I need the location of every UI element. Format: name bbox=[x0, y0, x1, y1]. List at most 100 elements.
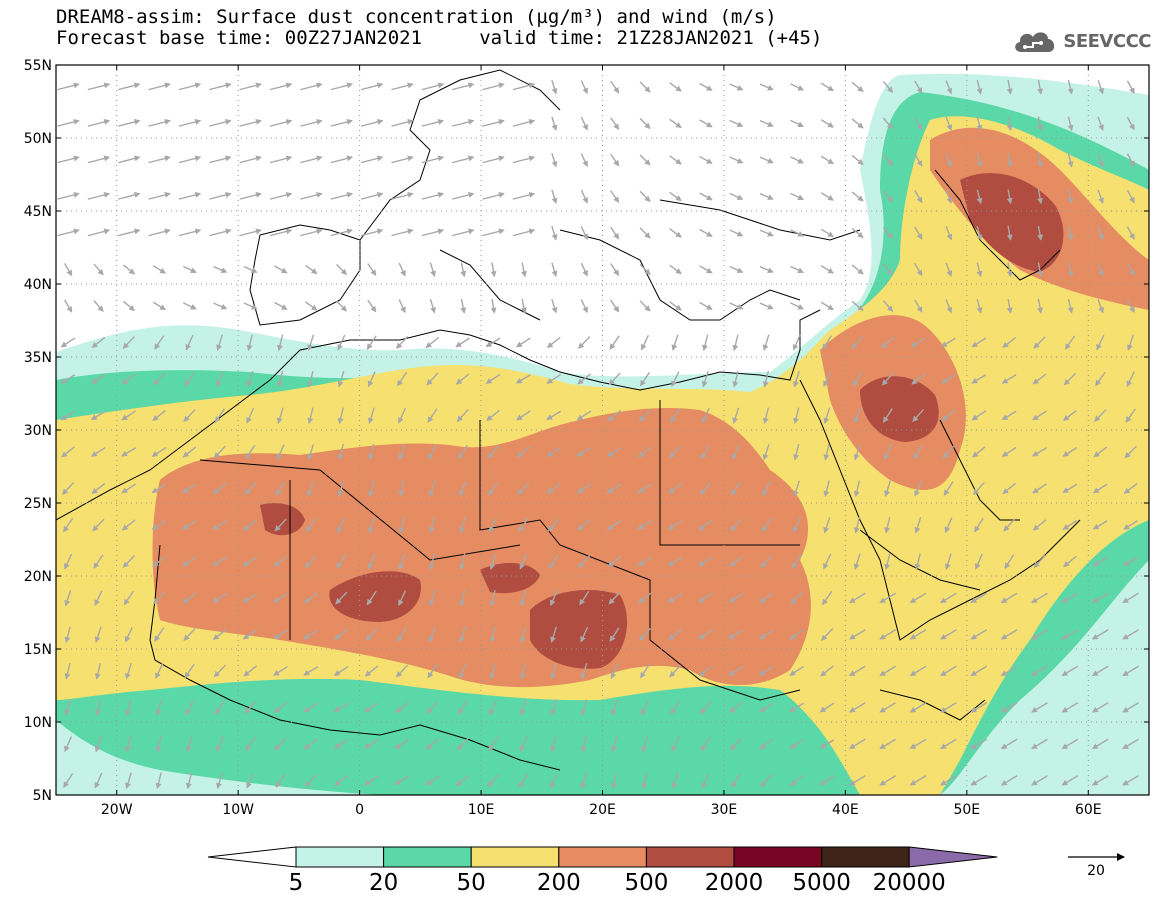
wind-arrow bbox=[427, 408, 438, 423]
wind-arrow bbox=[822, 590, 833, 606]
wind-arrow bbox=[121, 410, 136, 421]
wind-arrow bbox=[882, 154, 894, 166]
wind-arrow bbox=[151, 519, 167, 530]
wind-arrow bbox=[699, 119, 713, 128]
wind-arrow bbox=[879, 702, 896, 713]
wind-arrow bbox=[910, 337, 926, 348]
wind-arrow bbox=[424, 775, 440, 786]
wind-arrow bbox=[793, 371, 800, 388]
wind-arrow bbox=[546, 482, 561, 495]
wind-arrow bbox=[789, 774, 804, 787]
wind-arrow bbox=[848, 592, 866, 604]
wind-arrow bbox=[700, 736, 711, 752]
wind-arrow bbox=[273, 592, 288, 603]
wind-arrow bbox=[336, 554, 347, 569]
wind-arrow bbox=[914, 553, 921, 571]
wind-arrow bbox=[759, 266, 774, 273]
wind-arrow bbox=[698, 665, 713, 677]
wind-arrow bbox=[215, 736, 224, 753]
wind-arrow bbox=[790, 156, 805, 164]
wind-arrow bbox=[1097, 226, 1104, 241]
wind-arrow bbox=[759, 738, 774, 750]
wind-arrow bbox=[851, 81, 864, 93]
wind-arrow bbox=[729, 156, 744, 164]
wind-arrow bbox=[125, 772, 132, 790]
wind-arrow bbox=[485, 373, 501, 384]
wind-arrow bbox=[1091, 738, 1109, 750]
wind-arrow bbox=[121, 519, 136, 531]
wind-arrow bbox=[608, 372, 621, 386]
wind-arrow bbox=[911, 373, 925, 385]
wind-arrow bbox=[398, 553, 406, 570]
wind-arrow bbox=[1064, 335, 1076, 350]
wind-arrow bbox=[732, 407, 740, 424]
wind-arrow bbox=[760, 774, 773, 788]
wind-arrow bbox=[1001, 410, 1017, 421]
wind-arrow bbox=[239, 119, 262, 127]
wind-arrow bbox=[182, 556, 197, 567]
lon-tick-labels: 20W 10W 0 10E 20E 30E 40E 50E 60E bbox=[101, 65, 1102, 818]
wind-arrow bbox=[759, 229, 774, 237]
wind-arrow bbox=[212, 556, 228, 567]
wind-arrow bbox=[1061, 702, 1079, 713]
lon-tick-label: 10E bbox=[468, 802, 495, 818]
wind-arrow bbox=[488, 481, 499, 496]
wind-arrow bbox=[1097, 116, 1104, 131]
wind-arrow bbox=[426, 372, 439, 386]
wind-arrow bbox=[182, 446, 197, 458]
wind-arrow bbox=[879, 665, 896, 677]
wind-arrow bbox=[669, 118, 682, 129]
wind-arrow bbox=[1037, 262, 1044, 278]
wind-arrow bbox=[93, 300, 104, 312]
wind-arrow bbox=[820, 192, 835, 201]
wind-arrow bbox=[334, 628, 349, 641]
wind-arrow bbox=[976, 152, 983, 168]
wind-arrow bbox=[303, 738, 318, 750]
wind-arrow bbox=[368, 480, 375, 498]
wind-arrow bbox=[64, 263, 73, 277]
wind-arrow bbox=[550, 736, 557, 753]
wind-arrow bbox=[1006, 152, 1013, 168]
wind-arrow bbox=[303, 629, 319, 640]
wind-arrow bbox=[395, 701, 409, 714]
wind-arrow bbox=[1097, 80, 1104, 95]
wind-arrow bbox=[820, 628, 834, 641]
wind-arrow bbox=[1091, 592, 1109, 604]
wind-arrow bbox=[425, 738, 440, 750]
wind-arrow bbox=[185, 334, 194, 351]
wind-arrow bbox=[914, 480, 923, 497]
wind-arrow bbox=[819, 702, 835, 713]
lat-tick-labels: 55N 50N 45N 40N 35N 30N 25N 20N 15N 10N 5N bbox=[24, 58, 1149, 804]
wind-arrow bbox=[546, 410, 562, 421]
wind-arrow bbox=[909, 702, 927, 713]
wind-arrow bbox=[945, 226, 953, 241]
wind-arrow bbox=[122, 555, 135, 568]
wind-arrow bbox=[1067, 298, 1074, 314]
lat-tick-label: 15N bbox=[24, 642, 52, 658]
wind-arrow bbox=[60, 410, 76, 421]
wind-arrow bbox=[789, 738, 804, 749]
wind-arrow bbox=[246, 371, 254, 388]
wind-arrow bbox=[307, 334, 315, 351]
wind-arrow bbox=[333, 738, 349, 749]
wind-arrow bbox=[243, 302, 258, 310]
wind-arrow bbox=[216, 772, 224, 789]
wind-arrow bbox=[944, 517, 953, 534]
wind-arrow bbox=[729, 119, 744, 127]
wind-arrow bbox=[275, 481, 286, 496]
wind-arrow bbox=[610, 226, 620, 240]
wind-arrow bbox=[729, 737, 743, 751]
wind-arrow bbox=[848, 629, 866, 640]
colorbar: 5 20 50 200 500 2000 5000 20000 bbox=[207, 846, 998, 896]
wind-arrow bbox=[214, 700, 226, 715]
wind-arrow bbox=[1096, 334, 1105, 351]
wind-arrow bbox=[698, 629, 713, 640]
wind-arrow bbox=[762, 444, 770, 461]
wind-arrow bbox=[970, 738, 988, 750]
wind-arrow bbox=[976, 189, 983, 205]
wind-arrow bbox=[1091, 665, 1109, 677]
wind-arrow bbox=[360, 155, 384, 164]
colorbar-label: 20000 bbox=[873, 870, 946, 896]
wind-arrow bbox=[909, 629, 927, 640]
wind-arrow bbox=[1122, 665, 1139, 677]
